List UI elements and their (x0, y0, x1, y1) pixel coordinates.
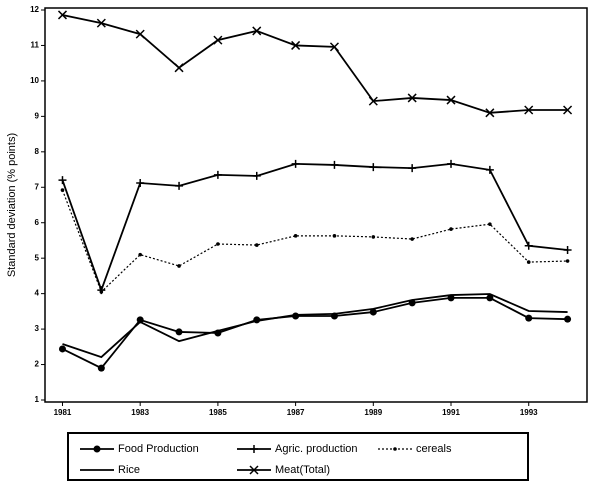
marker (175, 328, 183, 336)
marker (371, 235, 376, 239)
x-tick-label: 1981 (54, 408, 72, 417)
marker (216, 242, 220, 246)
y-tick-label: 9 (35, 111, 40, 120)
y-tick-label: 7 (35, 182, 40, 191)
series-line (62, 14, 568, 114)
y-tick-label: 2 (35, 360, 40, 369)
marker (60, 188, 65, 192)
y-tick-label: 6 (35, 218, 40, 227)
legend-label: Food Production (118, 443, 199, 455)
x-tick-label: 1985 (209, 408, 227, 417)
marker (486, 294, 494, 302)
marker (407, 93, 417, 103)
marker (138, 252, 142, 257)
marker (564, 315, 572, 323)
marker (485, 108, 495, 118)
legend-label: Rice (118, 464, 140, 476)
marker (485, 165, 494, 174)
marker (330, 160, 339, 169)
marker (135, 29, 145, 39)
y-tick-label: 5 (35, 253, 40, 262)
series-line (62, 293, 568, 359)
marker (369, 163, 378, 172)
y-tick-label: 12 (30, 5, 39, 14)
marker (213, 35, 223, 45)
marker (252, 171, 261, 180)
series-line (62, 296, 568, 370)
marker (393, 447, 397, 451)
legend-label: cereals (416, 443, 452, 455)
marker (57, 10, 68, 20)
marker (252, 26, 262, 36)
marker (136, 179, 145, 188)
y-tick-label: 1 (35, 395, 40, 404)
marker (249, 465, 259, 475)
series-line (61, 189, 568, 293)
plot-frame (44, 7, 588, 403)
marker (449, 227, 453, 231)
marker (213, 170, 222, 179)
x-tick-label: 1987 (287, 408, 305, 417)
marker (58, 345, 66, 353)
marker (563, 246, 572, 255)
marker (369, 308, 377, 316)
legend-label: Agric. production (275, 443, 358, 455)
marker (563, 105, 573, 115)
marker (96, 18, 106, 28)
marker (291, 40, 301, 50)
x-tick-label: 1991 (442, 408, 460, 417)
marker (524, 105, 534, 115)
marker (97, 364, 105, 372)
marker (58, 176, 67, 185)
marker (368, 96, 378, 106)
marker (177, 264, 181, 268)
y-tick-label: 11 (31, 41, 40, 50)
series-line (61, 162, 568, 293)
marker (174, 63, 184, 73)
marker (446, 95, 456, 105)
marker (488, 222, 492, 226)
legend-box (67, 432, 529, 481)
y-axis-label: Standard deviation (% points) (6, 133, 18, 277)
marker (447, 159, 456, 168)
marker (526, 260, 531, 264)
marker (332, 234, 337, 238)
marker (524, 241, 533, 250)
x-tick-label: 1983 (131, 408, 149, 417)
marker (410, 237, 414, 241)
marker (93, 445, 101, 453)
marker (408, 164, 417, 173)
y-tick-label: 3 (35, 324, 40, 333)
marker (293, 234, 298, 238)
marker (291, 159, 300, 168)
marker (175, 181, 184, 190)
marker (525, 314, 533, 322)
y-tick-label: 4 (35, 289, 40, 298)
x-tick-label: 1993 (520, 408, 538, 417)
marker (136, 316, 144, 324)
y-tick-label: 8 (35, 147, 40, 156)
marker (99, 290, 104, 294)
marker (250, 445, 258, 453)
marker (254, 243, 259, 247)
marker (329, 42, 339, 52)
legend-label: Meat(Total) (275, 464, 330, 476)
marker (565, 259, 570, 263)
x-tick-label: 1989 (364, 408, 382, 417)
y-tick-label: 10 (30, 76, 39, 85)
